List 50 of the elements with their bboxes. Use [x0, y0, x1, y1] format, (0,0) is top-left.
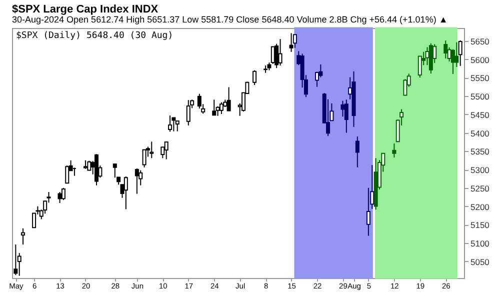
candlestick: [278, 38, 282, 66]
candlestick: [212, 99, 216, 116]
candlestick: [134, 168, 139, 194]
candlestick: [318, 64, 323, 78]
y-tick-label: 5250: [470, 183, 490, 194]
candlestick: [454, 42, 459, 68]
candlestick: [252, 70, 257, 86]
candlestick: [65, 165, 70, 184]
candlestick: [219, 102, 224, 115]
candlestick: [226, 86, 231, 112]
candlestick: [175, 120, 180, 132]
candlestick: [21, 228, 26, 246]
candlestick: [340, 100, 345, 118]
candlestick: [197, 93, 202, 110]
candlestick: [172, 116, 176, 132]
candlestick: [164, 141, 168, 160]
candlestick: [168, 115, 172, 132]
candlestick: [366, 187, 370, 236]
candlestick: [444, 40, 448, 60]
candlestick: [292, 34, 297, 48]
candlestick: [344, 99, 348, 134]
candlestick: [418, 56, 422, 78]
candlestick: [289, 32, 294, 52]
y-tick-label: 5350: [470, 146, 490, 157]
chart-subtitle: 30-Aug-2024 Open 5612.74 High 5651.37 Low 5581.79 Close 5648.40 Volume 2.8B Chg +56.44 (+1.01%) ▲: [12, 14, 448, 24]
candlestick: [87, 160, 92, 172]
candlestick: [150, 141, 154, 159]
candlestick: [186, 100, 190, 126]
candlestick: [355, 136, 360, 168]
y-tick-label: 5650: [470, 36, 490, 46]
candlestick: [112, 163, 117, 178]
candlestick: [124, 176, 128, 210]
y-tick-label: 5150: [470, 220, 490, 230]
y-tick-label: 5450: [470, 110, 490, 120]
y-tick-label: 5600: [470, 54, 490, 65]
y-tick-label: 5400: [470, 128, 490, 138]
candlestick: [142, 149, 146, 168]
y-tick-label: 5300: [470, 165, 490, 176]
y-tick-label: 5100: [470, 238, 490, 249]
candlestick: [458, 40, 462, 66]
y-tick-label: 5050: [470, 256, 490, 267]
chart-title: $SPX Large Cap Index INDX: [12, 3, 159, 16]
y-tick-label: 5550: [470, 73, 490, 84]
candlestick: [14, 244, 18, 276]
y-tick-label: 5200: [470, 202, 490, 212]
annotation: $SPX (Daily) 5648.40 (30 Aug): [16, 31, 174, 41]
candlestick: [392, 142, 396, 158]
candlestick: [61, 187, 66, 201]
y-tick-label: 5500: [470, 92, 490, 102]
candlestick: [274, 43, 279, 69]
